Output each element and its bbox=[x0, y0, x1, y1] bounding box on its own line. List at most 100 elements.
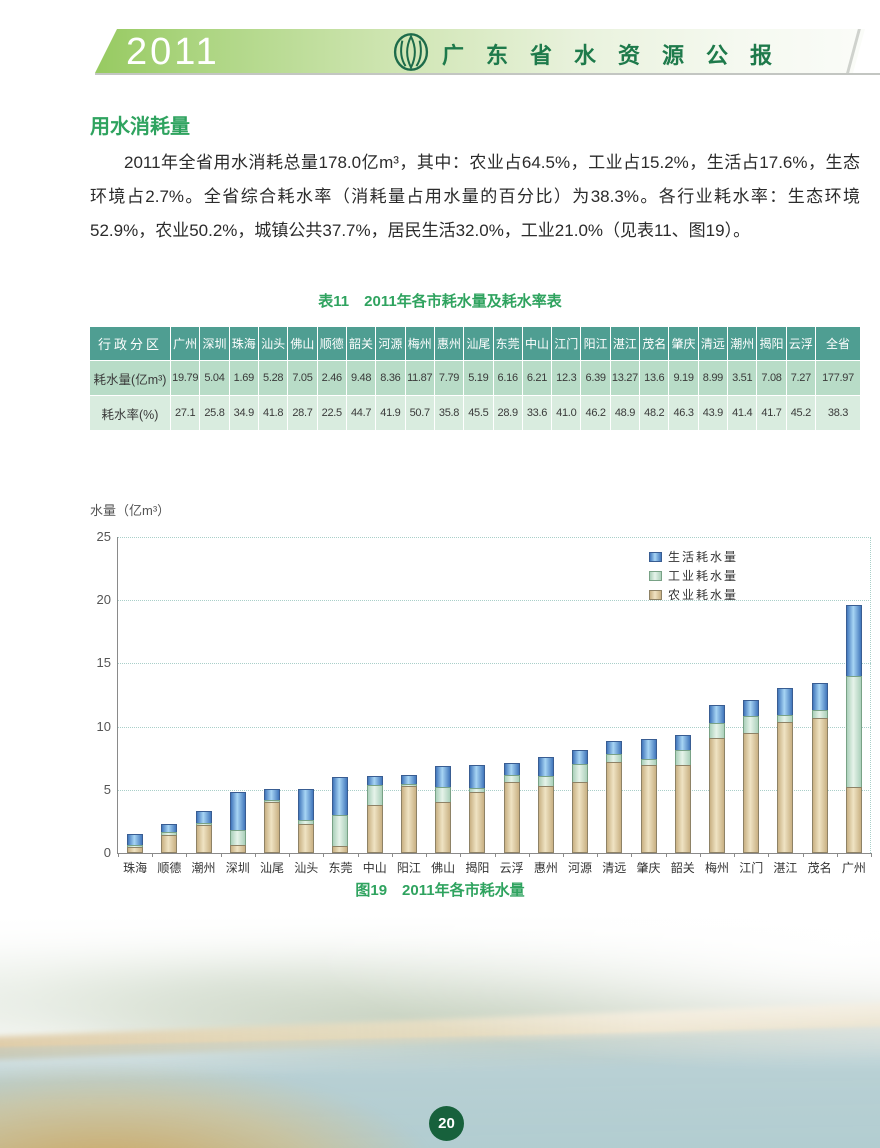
table-cell: 6.16 bbox=[493, 361, 522, 395]
bar-segment bbox=[229, 792, 246, 831]
table-cell: 9.48 bbox=[346, 361, 376, 395]
stacked-bar-云浮 bbox=[503, 763, 520, 853]
bar-segment bbox=[332, 815, 349, 847]
table-cell: 8.36 bbox=[376, 361, 405, 395]
table-cell: 22.5 bbox=[317, 396, 346, 430]
gridline-20 bbox=[118, 600, 871, 602]
x-axis-label: 梅州 bbox=[704, 861, 729, 875]
stacked-bar-河源 bbox=[572, 750, 589, 853]
bar-segment bbox=[435, 787, 452, 803]
bar-segment bbox=[708, 705, 725, 724]
x-axis-label: 河源 bbox=[568, 861, 593, 875]
table-cell: 45.5 bbox=[464, 396, 493, 430]
bar-segment bbox=[469, 765, 486, 789]
table-cell: 33.6 bbox=[522, 396, 552, 430]
bar-segment bbox=[366, 805, 383, 853]
table-cell: 27.1 bbox=[171, 396, 200, 430]
x-axis-tick bbox=[323, 853, 324, 857]
report-year: 2011 bbox=[126, 31, 220, 73]
table-column-header: 潮州 bbox=[728, 327, 757, 360]
table-cell: 5.19 bbox=[464, 361, 493, 395]
y-tick-label: 20 bbox=[96, 592, 111, 608]
stacked-bar-揭阳 bbox=[469, 765, 486, 853]
legend-marker bbox=[649, 589, 662, 600]
x-axis-tick bbox=[152, 853, 153, 857]
x-axis-label: 汕头 bbox=[294, 861, 319, 875]
header-band-background bbox=[95, 29, 865, 73]
bar-segment bbox=[264, 802, 281, 853]
table-cell: 35.8 bbox=[434, 396, 464, 430]
stacked-bar-潮州 bbox=[195, 811, 212, 853]
bar-segment bbox=[127, 847, 144, 853]
table-cell: 11.87 bbox=[405, 361, 434, 395]
stacked-bar-珠海 bbox=[127, 834, 144, 853]
water-consumption-table: 行政分区 广州 深圳 珠海 汕头 佛山 顺德 韶关 河源 梅州 惠州 汕尾 东莞 中山 江门 阳江 湛江 茂名 肇庆… bbox=[90, 327, 860, 430]
bar-segment bbox=[572, 764, 589, 783]
x-axis-label: 韶关 bbox=[670, 861, 695, 875]
stacked-bar-肇庆 bbox=[640, 739, 657, 853]
bar-segment bbox=[640, 739, 657, 760]
table-cell: 7.05 bbox=[288, 361, 317, 395]
legend-item: 农业耗水量 bbox=[649, 585, 738, 604]
table-cell: 41.0 bbox=[552, 396, 581, 430]
table-column-header: 江门 bbox=[552, 327, 581, 360]
bar-segment bbox=[161, 835, 178, 853]
bar-segment bbox=[503, 782, 520, 853]
stacked-bar-中山 bbox=[366, 776, 383, 853]
table-cell: 28.9 bbox=[493, 396, 522, 430]
y-tick-label: 25 bbox=[96, 529, 111, 544]
table-cell: 9.19 bbox=[669, 361, 698, 395]
table-title: 表11 2011年各市耗水量及耗水率表 bbox=[318, 293, 562, 310]
stacked-bar-深圳 bbox=[229, 792, 246, 853]
bar-segment bbox=[811, 683, 828, 711]
bar-segment bbox=[708, 723, 725, 739]
table-cell: 12.3 bbox=[552, 361, 581, 395]
x-axis-tick bbox=[768, 853, 769, 857]
bar-segment bbox=[229, 845, 246, 853]
table-column-header: 阳江 bbox=[581, 327, 610, 360]
x-axis-tick bbox=[358, 853, 359, 857]
bar-segment bbox=[708, 738, 725, 853]
table-cell: 34.9 bbox=[229, 396, 258, 430]
bar-segment bbox=[435, 766, 452, 788]
x-axis-tick bbox=[666, 853, 667, 857]
x-axis-tick bbox=[803, 853, 804, 857]
table-cell: 13.27 bbox=[610, 361, 640, 395]
x-axis-tick bbox=[597, 853, 598, 857]
table-cell: 43.9 bbox=[698, 396, 728, 430]
x-axis-label: 中山 bbox=[362, 861, 387, 875]
figure-caption: 图19 2011年各市耗水量 bbox=[355, 882, 525, 899]
bar-segment bbox=[674, 735, 691, 751]
table-column-header: 广州 bbox=[171, 327, 200, 360]
table-cell: 7.79 bbox=[434, 361, 464, 395]
bar-segment bbox=[743, 716, 760, 734]
page-number-badge: 20 bbox=[429, 1106, 464, 1141]
table-column-header: 河源 bbox=[376, 327, 405, 360]
bar-segment bbox=[332, 846, 349, 853]
stacked-bar-顺德 bbox=[161, 824, 178, 853]
legend-label: 农业耗水量 bbox=[668, 588, 739, 602]
plot-right-edge bbox=[870, 537, 871, 853]
x-axis-label: 云浮 bbox=[499, 861, 524, 875]
legend-label: 生活耗水量 bbox=[668, 550, 739, 564]
gridline-25 bbox=[118, 537, 871, 538]
x-axis-tick bbox=[871, 853, 872, 857]
table-row-label: 耗水率(%) bbox=[90, 396, 170, 430]
bar-segment bbox=[845, 605, 862, 677]
x-axis-label: 湛江 bbox=[773, 861, 798, 875]
stacked-bar-湛江 bbox=[777, 688, 794, 853]
x-axis-label: 广州 bbox=[841, 861, 866, 875]
stacked-bar-江门 bbox=[743, 700, 760, 853]
table-cell: 50.7 bbox=[405, 396, 434, 430]
stacked-bar-汕尾 bbox=[264, 789, 281, 853]
table-cell: 45.2 bbox=[786, 396, 815, 430]
x-axis-label: 潮州 bbox=[191, 861, 216, 875]
x-axis-label: 珠海 bbox=[123, 861, 148, 875]
x-axis-tick bbox=[563, 853, 564, 857]
x-axis-label: 汕尾 bbox=[260, 861, 285, 875]
x-axis-tick bbox=[734, 853, 735, 857]
bar-chart-plot-area: 生活耗水量 工业耗水量 农业耗水量 0 5 10 15 20 25 珠海 顺德 潮州 深圳 汕尾 汕头 东莞… bbox=[97, 529, 872, 875]
bar-segment bbox=[743, 700, 760, 717]
x-axis-label: 江门 bbox=[739, 861, 764, 875]
table-cell: 38.3 bbox=[816, 396, 860, 430]
